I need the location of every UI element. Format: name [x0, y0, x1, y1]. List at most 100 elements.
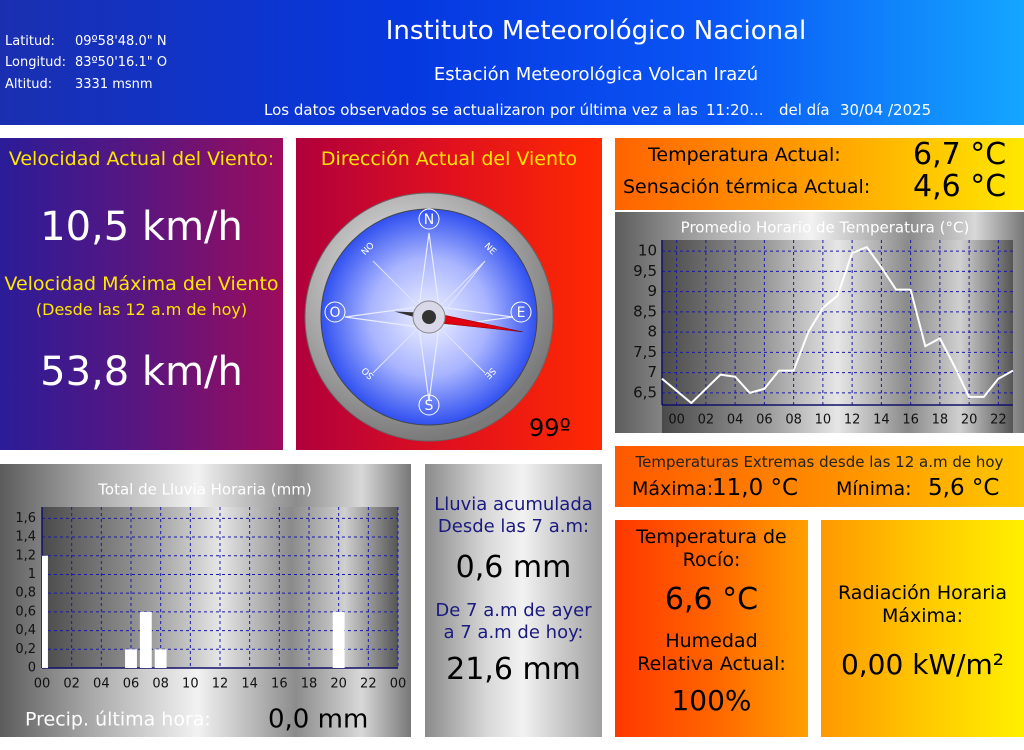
x-tick-label: 20: [961, 413, 978, 428]
y-tick-label: 1: [28, 567, 36, 582]
x-tick-label: 04: [727, 413, 744, 428]
label-ring: [324, 301, 346, 323]
y-tick-label: 0,2: [15, 642, 36, 657]
x-tick-label: 16: [902, 413, 919, 428]
y-tick-label: 0: [28, 661, 36, 676]
compass-label: O: [329, 305, 340, 321]
compass-label: S: [425, 398, 434, 414]
direction-degrees: 99º: [529, 414, 571, 442]
x-tick-label: 10: [815, 413, 832, 428]
y-tick-label: 1,2: [15, 548, 36, 563]
max-label: Máxima:: [632, 478, 714, 500]
x-tick-label: 00: [390, 677, 407, 692]
subtitle: Estación Meteorológica Volcan Irazú: [433, 64, 759, 85]
date-prefix: del día: [779, 101, 830, 119]
x-tick-label: 22: [360, 677, 377, 692]
header: Latitud: 09º58'48.0" N Longitud: 83º50'1…: [0, 0, 1024, 125]
label-ring: [510, 301, 532, 323]
dew-label: Temperatura de Rocío:: [636, 526, 787, 571]
y-tick-label: 10: [638, 242, 657, 260]
temperature-chart-panel: Promedio Horario de Temperatura (°C) 6,5…: [615, 212, 1024, 433]
altitude: 3331 msnm: [75, 77, 153, 92]
x-tick-label: 18: [301, 677, 318, 692]
extremes-title: Temperaturas Extremas desde las 12 a.m d…: [635, 453, 1004, 471]
x-tick-label: 06: [123, 677, 140, 692]
since-7am-label: Lluvia acumulada Desde las 7 a.m:: [434, 494, 593, 537]
rain-chart: Total de Lluvia Horaria (mm) Precip. últ…: [15, 481, 407, 735]
x-tick-label: 12: [212, 677, 229, 692]
min-label: Mínima:: [836, 478, 912, 500]
extremes-panel: Temperaturas Extremas desde las 12 a.m d…: [615, 446, 1024, 507]
min-value: 5,6 °C: [928, 475, 1000, 501]
title: Instituto Meteorológico Nacional: [385, 16, 807, 46]
y-tick-label: 6,5: [633, 383, 657, 401]
temperature-panel: Temperatura Actual: 6,7 °C Sensación tér…: [615, 138, 1024, 210]
radiation-panel: Radiación Horaria Máxima: 0,00 kW/m²: [821, 520, 1024, 737]
max-speed: 53,8 km/h: [40, 349, 243, 395]
latitude: 09º58'48.0" N: [75, 34, 167, 49]
latitude-label: Latitud:: [5, 34, 55, 49]
wind-direction-panel: Dirección Actual del Viento N S E O NE S…: [296, 138, 602, 450]
x-tick-label: 12: [844, 413, 861, 428]
humidity-value: 100%: [671, 684, 752, 717]
x-tick-label: 04: [93, 677, 110, 692]
y-tick-label: 8,5: [633, 302, 657, 320]
temperature-value: 6,7 °C: [913, 138, 1007, 172]
x-tick-label: 22: [990, 413, 1007, 428]
rain-bar: [42, 555, 48, 668]
rain-chart-panel: Total de Lluvia Horaria (mm) Precip. últ…: [0, 464, 411, 737]
y-tick-label: 0,4: [15, 623, 36, 638]
x-tick-label: 14: [873, 413, 890, 428]
update-text: Los datos observados se actualizaron por…: [264, 101, 698, 119]
y-tick-label: 7,5: [633, 343, 657, 361]
x-tick-label: 02: [63, 677, 80, 692]
x-tick-label: 14: [241, 677, 258, 692]
temperature-label: Temperatura Actual:: [648, 144, 841, 166]
feels-like-value: 4,6 °C: [913, 169, 1007, 204]
x-tick-label: 16: [271, 677, 288, 692]
label-ring: [418, 394, 440, 416]
longitude-label: Longitud:: [5, 55, 67, 70]
altitude-label: Altitud:: [5, 77, 53, 92]
needle-hub: [422, 310, 436, 324]
direction-title: Dirección Actual del Viento: [320, 148, 578, 170]
compass: N S E O NE SE SO NO: [304, 192, 554, 442]
current-speed: 10,5 km/h: [40, 204, 243, 250]
radiation-label: Radiación Horaria Máxima:: [838, 582, 1007, 627]
label-ring: [418, 208, 440, 230]
dew-value: 6,6 °C: [664, 582, 759, 617]
max-speed-subtitle: (Desde las 12 a.m de hoy): [35, 300, 248, 319]
wind-speed-panel: Velocidad Actual del Viento: 10,5 km/h V…: [0, 138, 283, 450]
update-time: 11:20...: [706, 101, 764, 119]
rain-bar: [332, 611, 345, 668]
y-tick-label: 9,5: [633, 262, 657, 280]
longitude: 83º50'16.1" O: [75, 55, 168, 70]
y-tick-label: 1,4: [15, 530, 36, 545]
x-tick-label: 08: [785, 413, 802, 428]
compass-label: N: [424, 212, 434, 228]
last-hour-label: Precip. última hora:: [25, 709, 211, 731]
max-value: 11,0 °C: [712, 475, 799, 501]
rain-totals-panel: Lluvia acumulada Desde las 7 a.m: 0,6 mm…: [425, 464, 602, 737]
y-tick-label: 9: [647, 282, 657, 300]
feels-like-label: Sensación térmica Actual:: [623, 176, 871, 198]
last-hour-value: 0,0 mm: [268, 705, 368, 735]
current-speed-title: Velocidad Actual del Viento:: [8, 148, 275, 170]
y-tick-label: 0,8: [15, 586, 36, 601]
y-tick-label: 8: [647, 323, 657, 341]
dew-humidity-panel: Temperatura de Rocío: 6,6 °C Humedad Rel…: [615, 520, 808, 737]
y-tick-label: 1,6: [15, 511, 36, 526]
x-tick-label: 10: [182, 677, 199, 692]
rain-bar: [154, 649, 167, 668]
x-tick-label: 08: [152, 677, 169, 692]
day-label: De 7 a.m de ayer a 7 a.m de hoy:: [435, 600, 592, 643]
compass-star: [344, 232, 514, 402]
y-tick-label: 0,6: [15, 604, 36, 619]
compass-label: E: [517, 305, 526, 321]
x-tick-label: 18: [932, 413, 949, 428]
rain-bar: [139, 611, 152, 668]
day-value: 21,6 mm: [446, 652, 581, 687]
radiation-value: 0,00 kW/m²: [840, 648, 1005, 681]
x-tick-label: 02: [698, 413, 715, 428]
temperature-line: [661, 246, 1014, 404]
